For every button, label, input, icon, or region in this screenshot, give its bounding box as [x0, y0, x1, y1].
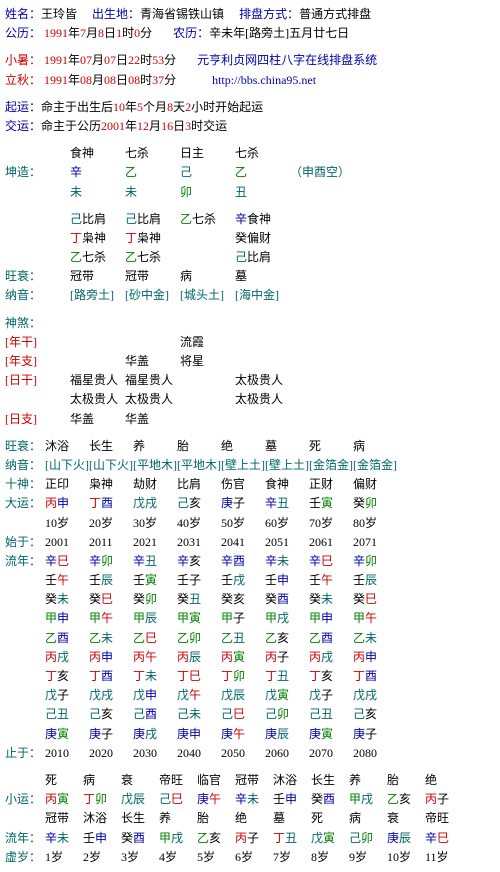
header-line2: 公历： 1991年7月8日1时0分 农历：辛未年[路旁土]五月廿七日	[5, 24, 500, 43]
liqiu-lbl: 立秋：	[5, 73, 41, 87]
system-url[interactable]: http://bbs.china95.net	[212, 73, 316, 87]
name-lbl: 姓名：	[5, 7, 41, 21]
liqiu-line: 立秋： 1991年08月08日08时37分 http://bbs.china95…	[5, 71, 500, 90]
birthplace-lbl: 出生地：	[92, 7, 140, 21]
xiaoshu-lbl: 小暑：	[5, 53, 41, 67]
birthplace: 青海省锡铁山镇	[140, 7, 224, 21]
wangshuai-lbl: 旺衰：	[5, 267, 45, 286]
header-line1: 姓名：王玲皆 出生地：青海省锡铁山镇 排盘方式：普通方式排盘	[5, 5, 500, 24]
nayin-lbl: 纳音：	[5, 286, 45, 305]
qiyun-line: 起运：命主于出生后10年5个月8天2小时开始起运	[5, 98, 500, 117]
shensha-lbl: 神煞：	[5, 314, 500, 333]
method: 普通方式排盘	[299, 7, 371, 21]
gongli-lbl: 公历：	[5, 26, 41, 40]
name: 王玲皆	[41, 7, 77, 21]
jiaoyun-line: 交运：命主于公历2001年12月16日3时交运	[5, 117, 500, 136]
xiaoshu-line: 小暑： 1991年07月07日22时53分 元亨利贞网四柱八字在线排盘系统	[5, 51, 500, 70]
method-lbl: 排盘方式：	[239, 7, 299, 21]
system-name: 元亨利贞网四柱八字在线排盘系统	[197, 53, 377, 67]
kunzao-lbl: 坤造：	[5, 163, 45, 182]
nongli-lbl: 农历：	[173, 26, 209, 40]
nongli: 辛未年[路旁土]五月廿七日	[209, 26, 349, 40]
